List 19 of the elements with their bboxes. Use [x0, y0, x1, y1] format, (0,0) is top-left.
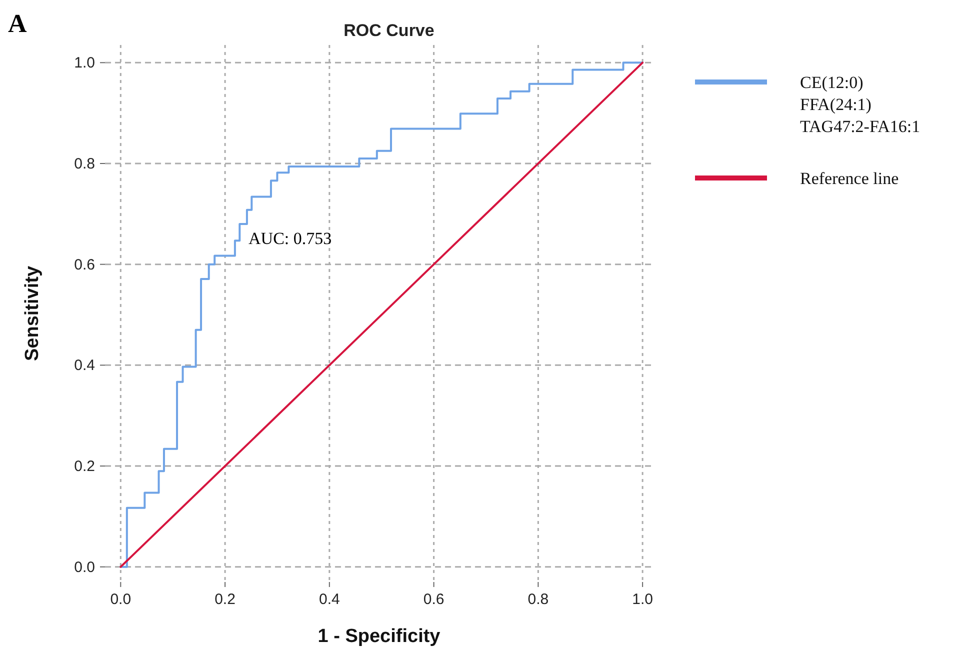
x-tick-label: 0.4 [318, 591, 340, 608]
annotation: AUC: 0.753 [248, 229, 332, 248]
legend-label: CE(12:0) FFA(24:1) TAG47:2-FA16:1 [800, 73, 920, 136]
x-tick-label: 0.2 [214, 591, 236, 608]
y-tick-label: 0.4 [74, 357, 95, 374]
x-axis-title: 1 - Specificity [318, 626, 441, 647]
y-tick-label: 1.0 [74, 54, 95, 72]
y-axis-title: Sensitivity [22, 266, 43, 362]
legend-label: Reference line [800, 169, 899, 188]
x-tick-label: 1.0 [632, 591, 653, 608]
chart-title: ROC Curve [344, 21, 434, 40]
y-tick-label: 0.6 [74, 256, 95, 274]
y-tick-label: 0.2 [74, 458, 95, 476]
y-tick-label: 0.8 [74, 155, 95, 172]
x-tick-label: 0.6 [423, 591, 444, 608]
text: A [8, 9, 27, 38]
y-tick-label: 0.0 [74, 558, 95, 576]
x-tick-label: 0.0 [110, 591, 132, 608]
x-tick-label: 0.8 [528, 591, 549, 608]
